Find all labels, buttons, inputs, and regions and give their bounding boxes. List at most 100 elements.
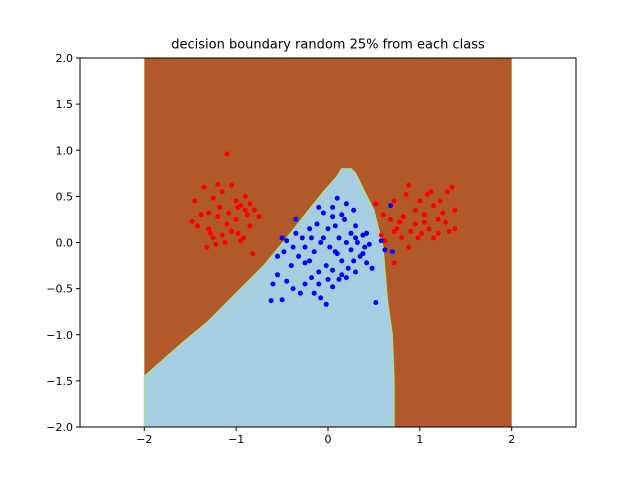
data-point [391,228,397,234]
decision-regions [143,58,512,428]
data-point [354,240,360,245]
x-tick-label: −2 [136,433,152,446]
data-point [444,189,450,195]
data-point [380,212,386,218]
data-point [325,276,331,282]
data-point [242,193,248,199]
data-point [327,244,333,250]
data-point [378,238,384,244]
data-point [215,181,221,187]
data-point [242,207,248,213]
data-point [431,203,437,209]
data-point [412,207,418,213]
x-axis: −2 −1 0 1 2 [136,427,515,446]
data-point [189,218,195,224]
data-point [307,258,313,264]
data-point [311,249,317,255]
data-point [206,226,212,232]
data-point [247,201,253,207]
data-point [284,238,290,244]
data-point [320,235,326,241]
data-point [336,235,342,241]
data-point [210,235,216,241]
data-point [299,235,305,241]
data-point [426,226,432,232]
data-point [345,265,351,271]
data-point [339,258,345,264]
chart-title: decision boundary random 25% from each c… [171,38,485,53]
data-point [406,244,412,250]
data-point [270,281,276,287]
data-point [314,221,320,227]
data-point [424,192,430,197]
y-tick-label: −2.0 [46,421,73,434]
y-tick-label: 1.5 [56,98,74,111]
data-point [229,182,235,188]
data-point [330,267,336,273]
data-point [250,251,256,257]
data-point [406,182,412,188]
data-point [452,207,458,213]
data-point [224,221,230,227]
data-point [408,228,414,234]
y-tick-label: −1.5 [46,375,73,388]
data-point [403,192,409,197]
data-point [279,235,285,241]
y-tick-label: −1.0 [46,329,73,342]
data-point [389,249,395,255]
data-point [399,235,404,241]
data-point [275,272,280,278]
data-point [284,278,290,284]
data-point [388,216,393,222]
data-point [281,249,287,255]
inner-class-region [143,168,395,428]
y-tick-label: 2.0 [56,52,74,65]
data-point [309,275,314,281]
data-point [296,253,302,259]
data-point [339,212,345,218]
data-point [353,223,359,229]
y-tick-label: 0.0 [56,237,74,250]
data-point [332,249,338,255]
data-point [233,216,239,222]
data-point [419,230,425,236]
data-point [215,214,221,220]
data-point [343,201,349,207]
data-point [226,210,232,216]
data-point [192,198,198,204]
data-point [316,281,322,287]
data-point [353,235,359,241]
data-point [382,238,388,244]
data-point [247,223,253,229]
series-1 [189,151,458,266]
data-point [323,301,329,307]
data-point [364,260,370,266]
series-2 [268,195,395,307]
data-point [213,241,219,247]
data-point [373,300,379,305]
data-point [415,235,421,241]
x-tick-label: 2 [508,433,515,446]
data-point [421,212,427,218]
plot-area [79,57,577,428]
y-axis: −2.0 −1.5 −1.0 −0.5 0.0 0.5 1.0 1.5 2.0 [46,52,80,434]
data-point [362,244,368,250]
data-point [222,240,228,245]
data-point [443,219,449,225]
data-point [302,260,308,266]
data-point [320,210,326,216]
data-point [206,210,212,216]
data-point [364,230,370,236]
data-point [369,265,375,271]
data-point [302,244,308,250]
data-point [268,298,274,304]
data-point [336,276,342,282]
data-point [382,247,388,253]
y-tick-label: 1.0 [56,144,74,157]
data-point [360,251,366,257]
data-point [244,212,250,218]
data-point [204,244,210,250]
data-point [210,195,216,201]
data-point [373,201,379,207]
data-point [435,216,441,222]
